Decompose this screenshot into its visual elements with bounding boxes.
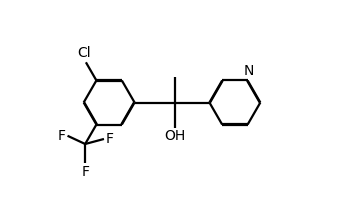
Text: F: F <box>105 132 113 146</box>
Text: Cl: Cl <box>78 46 91 60</box>
Text: F: F <box>81 165 89 179</box>
Text: F: F <box>58 129 66 143</box>
Text: N: N <box>244 64 254 78</box>
Text: OH: OH <box>164 130 186 143</box>
